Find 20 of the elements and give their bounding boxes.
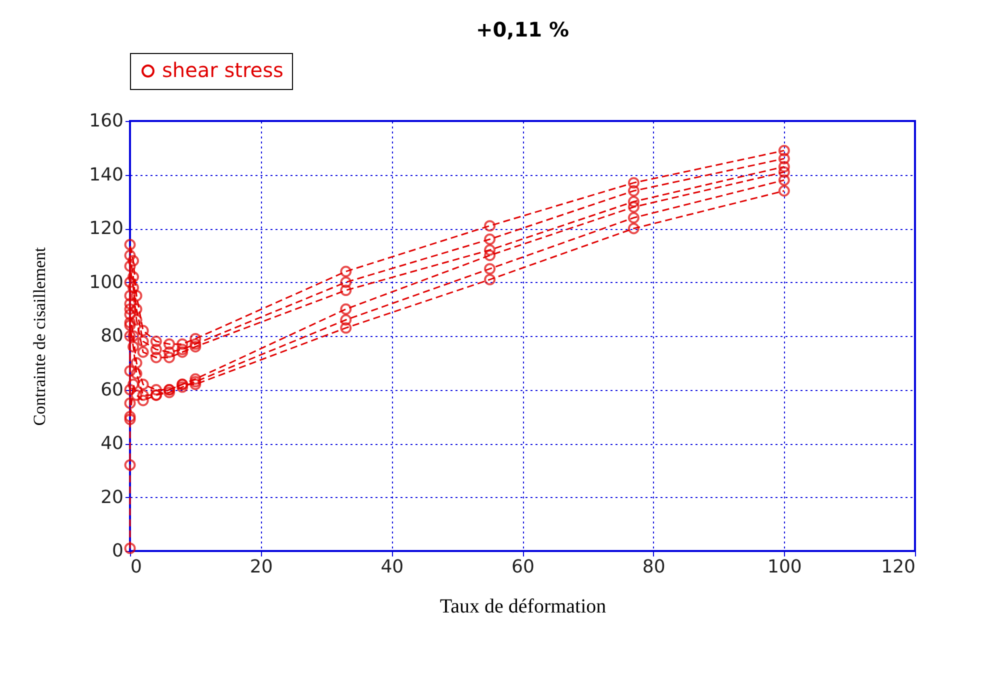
y-tick-label: 100 <box>89 272 124 293</box>
y-axis-title: Contrainte de cisaillement <box>30 247 50 426</box>
y-tick-label: 20 <box>100 486 124 508</box>
y-tick-label: 40 <box>100 433 124 454</box>
x-tick-label: 40 <box>380 556 404 578</box>
x-tick-label: 20 <box>250 556 273 578</box>
y-tick-label: 160 <box>89 110 124 132</box>
x-tick-label: 0 <box>130 556 142 578</box>
legend-label: shear stress <box>162 58 284 82</box>
x-tick-label: 100 <box>767 556 802 578</box>
x-tick-label: 60 <box>512 556 534 578</box>
chart-title: +0,11 % <box>476 18 570 42</box>
y-tick-label: 0 <box>112 540 124 562</box>
y-tick-label: 60 <box>100 379 124 400</box>
y-tick-label: 140 <box>89 164 124 186</box>
x-tick-label: 80 <box>642 556 666 578</box>
x-tick-label: 120 <box>881 556 916 578</box>
y-tick-label: 80 <box>100 326 124 346</box>
y-tick-label: 120 <box>89 218 124 239</box>
x-axis-title: Taux de déformation <box>440 596 606 618</box>
